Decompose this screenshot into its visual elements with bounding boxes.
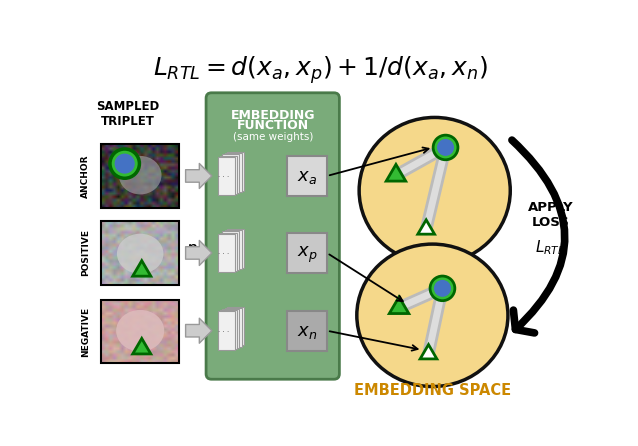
Text: $n$: $n$ <box>186 321 198 338</box>
Polygon shape <box>133 260 151 276</box>
Text: $L_{RTL}$: $L_{RTL}$ <box>535 238 565 257</box>
Text: · · ·: · · · <box>218 329 229 335</box>
Polygon shape <box>386 165 406 181</box>
Text: EMBEDDING: EMBEDDING <box>230 109 315 122</box>
Ellipse shape <box>117 234 163 274</box>
FancyArrowPatch shape <box>512 140 565 333</box>
Text: · · ·: · · · <box>218 174 229 181</box>
Circle shape <box>430 276 455 301</box>
Bar <box>220 310 237 349</box>
Text: NEGATIVE: NEGATIVE <box>82 306 91 356</box>
Bar <box>227 152 244 190</box>
Text: $x_n$: $x_n$ <box>297 323 317 341</box>
Bar <box>101 300 179 363</box>
Text: FUNCTION: FUNCTION <box>237 120 309 132</box>
Circle shape <box>110 149 140 178</box>
Bar <box>286 311 327 351</box>
Bar <box>220 232 237 271</box>
Bar <box>223 231 239 270</box>
Bar <box>220 156 237 194</box>
Polygon shape <box>418 220 434 234</box>
Circle shape <box>115 153 135 173</box>
Text: $x_p$: $x_p$ <box>297 244 317 264</box>
Text: · · ·: · · · <box>218 252 229 257</box>
Bar <box>286 233 327 273</box>
Bar <box>223 309 239 348</box>
Circle shape <box>434 280 451 297</box>
Bar <box>227 307 244 345</box>
Bar <box>225 153 242 192</box>
Bar <box>218 234 235 272</box>
Bar <box>101 221 179 285</box>
Text: SAMPLED
TRIPLET: SAMPLED TRIPLET <box>96 99 160 128</box>
Polygon shape <box>420 345 437 359</box>
Text: POSITIVE: POSITIVE <box>82 229 91 277</box>
Bar <box>286 156 327 196</box>
Bar <box>225 308 242 347</box>
Ellipse shape <box>357 244 508 387</box>
FancyBboxPatch shape <box>206 93 339 379</box>
Text: $a$: $a$ <box>186 166 198 183</box>
Polygon shape <box>133 339 151 354</box>
Bar <box>223 154 239 193</box>
Bar <box>227 229 244 268</box>
Text: EMBEDDING SPACE: EMBEDDING SPACE <box>354 383 511 398</box>
Text: $x_a$: $x_a$ <box>297 169 317 186</box>
Text: $L_{RTL} = d(x_a, x_p) + 1/d(x_a, x_n)$: $L_{RTL} = d(x_a, x_p) + 1/d(x_a, x_n)$ <box>152 54 487 87</box>
Text: (same weights): (same weights) <box>232 132 313 142</box>
Bar <box>218 157 235 195</box>
Ellipse shape <box>116 310 164 351</box>
Bar <box>218 311 235 350</box>
Ellipse shape <box>359 117 510 264</box>
Bar <box>101 145 179 207</box>
Text: $p$: $p$ <box>186 243 198 260</box>
Circle shape <box>437 139 454 156</box>
Circle shape <box>433 135 458 160</box>
Ellipse shape <box>119 156 161 194</box>
Text: ANCHOR: ANCHOR <box>82 154 91 198</box>
Polygon shape <box>389 297 409 314</box>
Text: APPLY
LOSS: APPLY LOSS <box>528 201 574 229</box>
Bar <box>225 230 242 269</box>
